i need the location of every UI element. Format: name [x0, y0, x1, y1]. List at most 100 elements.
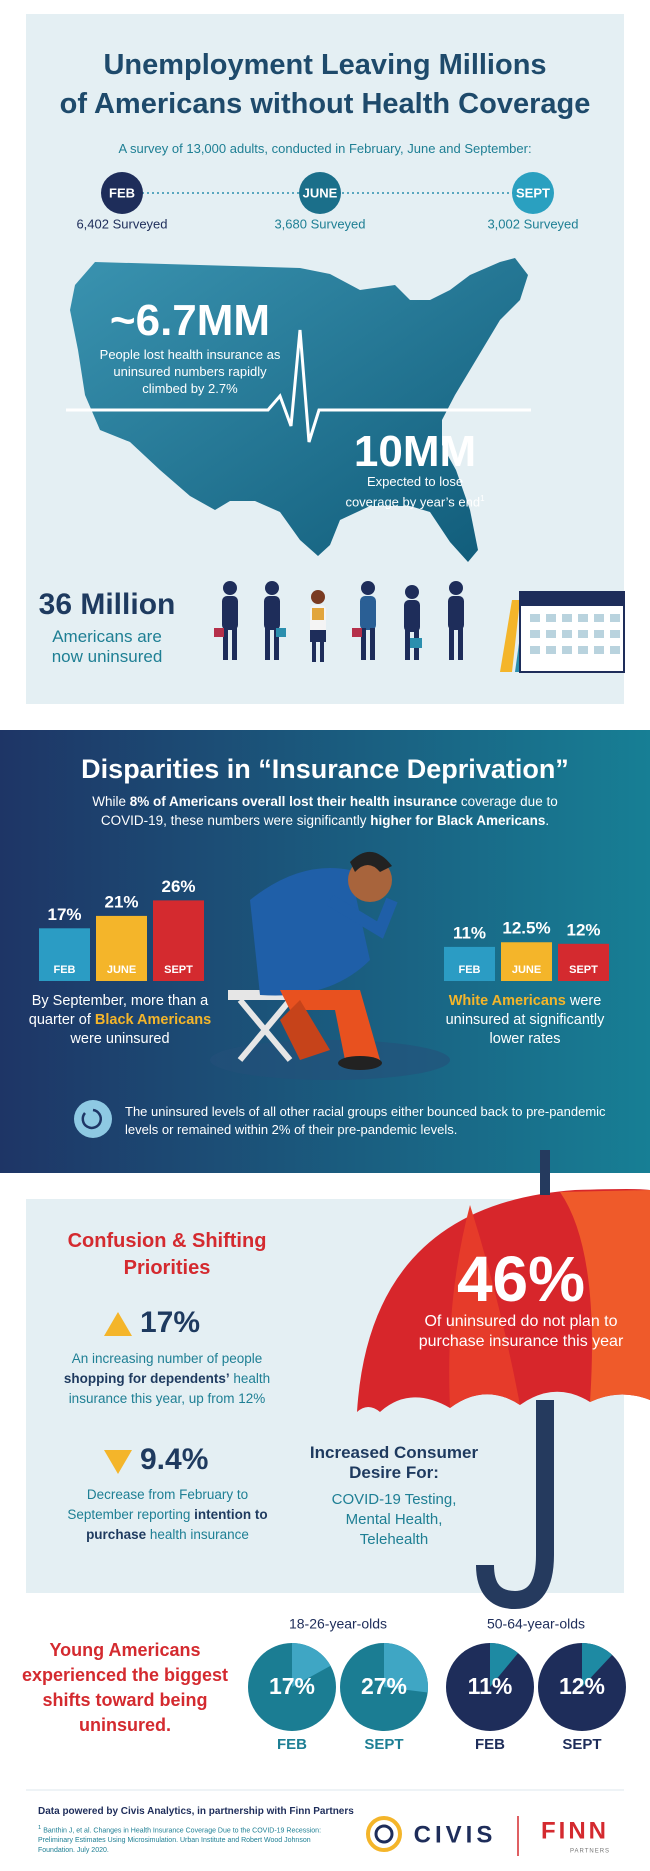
title-line: of Americans without Health Coverage	[59, 88, 591, 120]
bar-category: FEB	[54, 964, 76, 976]
heartbeat-line	[66, 329, 531, 443]
map-text: People lost health insurance as uninsure…	[99, 347, 281, 396]
timeline-month: SEPT	[516, 185, 550, 200]
umbrella-illustration	[357, 1150, 650, 1610]
uninsured-figure: 36 Million	[38, 588, 176, 621]
down-triangle	[104, 1450, 132, 1474]
text-part: An increasing number of people	[71, 1351, 263, 1366]
person-illustration	[210, 851, 450, 1080]
pie-wedge	[490, 1643, 519, 1687]
timeline-surveyed: 6,402 Surveyed	[76, 216, 167, 231]
logo-finn: FINN	[541, 1817, 609, 1844]
bar-value-label: 12%	[566, 920, 600, 939]
timeline-surveyed: 3,680 Surveyed	[274, 216, 365, 231]
umbrella-text: Of uninsured do not plan to purchase ins…	[418, 1313, 624, 1350]
group-name: 50-64-year-olds	[487, 1616, 585, 1632]
intro-part: higher for Black Americans	[370, 813, 546, 828]
desire-items: COVID-19 Testing, Mental Health, Telehea…	[331, 1491, 457, 1548]
subtitle: A survey of 13,000 adults, conducted in …	[118, 141, 532, 156]
young-headline: Young Americans experienced the biggest …	[21, 1640, 229, 1735]
pie-category: FEB	[475, 1736, 505, 1753]
intro-part: coverage due to COVID-19, these numbers …	[100, 794, 558, 828]
pie-label: 11%	[468, 1673, 513, 1699]
note-icon	[74, 1100, 112, 1138]
bar-value-label: 17%	[47, 905, 81, 924]
text-part: intention to purchase	[86, 1507, 268, 1542]
timeline-month: FEB	[109, 185, 135, 200]
bar	[153, 900, 204, 981]
map-figure: ~6.7MM	[109, 296, 271, 345]
civis-logo-mark	[366, 1816, 402, 1852]
pie-category: SEPT	[562, 1736, 601, 1753]
bar-category: JUNE	[107, 964, 136, 976]
intro: While 8% of Americans overall lost their…	[80, 792, 570, 830]
pie-label: 27%	[361, 1673, 407, 1699]
bar-category: FEB	[459, 964, 481, 976]
bar-value-label: 12.5%	[502, 919, 550, 938]
caption-part: Black Americans	[94, 1012, 212, 1028]
pie-category: FEB	[277, 1736, 307, 1753]
text-part: health insurance this year, up from 12%	[68, 1371, 271, 1406]
map-text-span: Expected to lose coverage by year’s end	[345, 474, 481, 510]
uninsured-text: Americans are now uninsured	[51, 627, 163, 666]
bar	[96, 915, 147, 981]
intro-part: 8% of Americans overall lost their healt…	[129, 794, 458, 809]
pie-wedge	[384, 1643, 428, 1693]
credit: Data powered by Civis Analytics, in part…	[38, 1806, 354, 1817]
decrease-figure: 9.4%	[140, 1443, 209, 1476]
desire-title: Increased Consumer Desire For:	[309, 1443, 479, 1482]
footnote-marker: 1	[38, 1825, 42, 1831]
timeline-dot	[299, 172, 341, 214]
calendar-icon	[500, 591, 625, 673]
caption-part: were uninsured	[70, 1031, 170, 1047]
caption-part: were uninsured at significantly lower ra…	[445, 993, 605, 1047]
people-illustration	[214, 581, 464, 662]
umbrella-figure: 46%	[456, 1243, 586, 1315]
bar-value-label: 26%	[161, 877, 195, 896]
bar	[501, 942, 552, 981]
logo-civis: CIVIS	[414, 1821, 497, 1848]
timeline-surveyed: 3,002 Surveyed	[487, 216, 578, 231]
timeline-month: JUNE	[303, 185, 338, 200]
text-part: health insurance	[146, 1527, 249, 1542]
pie-label: 17%	[269, 1673, 315, 1699]
section-title: Disparities in “Insurance Deprivation”	[81, 754, 569, 784]
caption-part: By September, more than a quarter of	[28, 993, 209, 1028]
pie-wedge	[582, 1643, 613, 1687]
decrease-text: Decrease from February to September repo…	[55, 1485, 280, 1545]
note: The uninsured levels of all other racial…	[125, 1104, 606, 1137]
caption-part: White Americans	[448, 993, 566, 1009]
up-triangle	[104, 1312, 132, 1336]
bar-value-label: 21%	[104, 892, 138, 911]
title-line: Unemployment Leaving Millions	[103, 49, 547, 81]
pie-category: SEPT	[364, 1736, 403, 1753]
footnote-text: Banthin J, et al. Changes in Health Insu…	[38, 1827, 322, 1855]
bar	[444, 946, 495, 981]
text-part: shopping for dependents’	[63, 1371, 230, 1386]
footnote: 1 Banthin J, et al. Changes in Health In…	[38, 1823, 338, 1856]
title: Unemployment Leaving Millions of America…	[0, 46, 650, 124]
pie-wedge	[292, 1643, 331, 1687]
footnote-marker: 1	[480, 494, 485, 503]
intro-part: While	[92, 794, 130, 809]
intro-part: .	[545, 813, 550, 828]
bar-category: SEPT	[569, 964, 598, 976]
logo-partners: PARTNERS	[570, 1849, 610, 1855]
text-part: Decrease from February to September repo…	[67, 1487, 249, 1522]
note-icon-arrow	[81, 1108, 102, 1130]
map-figure: 10MM	[353, 427, 477, 476]
group-name: 18-26-year-olds	[289, 1616, 387, 1632]
black-caption: By September, more than a quarter of Bla…	[20, 992, 220, 1049]
timeline-dot	[512, 172, 554, 214]
bar-value-label: 11%	[453, 923, 486, 942]
bar	[39, 928, 90, 981]
white-caption: White Americans were uninsured at signif…	[430, 992, 620, 1049]
bar-category: JUNE	[512, 964, 541, 976]
map-text: Expected to lose coverage by year’s end1	[340, 473, 490, 510]
increase-figure: 17%	[140, 1306, 201, 1339]
bar-category: SEPT	[164, 964, 193, 976]
us-map	[70, 258, 528, 562]
